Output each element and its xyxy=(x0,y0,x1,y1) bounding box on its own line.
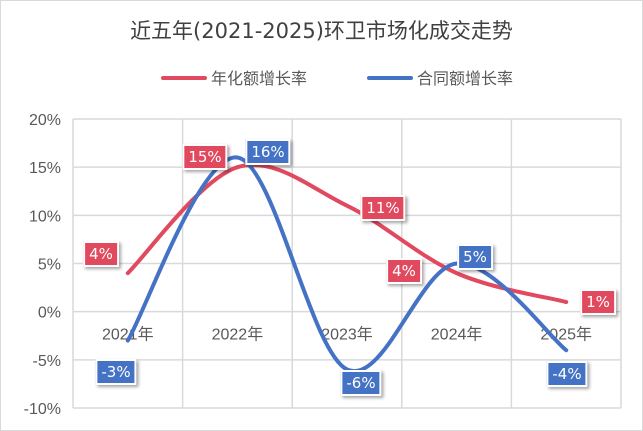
y-tick-label: 15% xyxy=(29,160,61,177)
x-tick-label: 2024年 xyxy=(431,326,483,344)
legend-label: 年化额增长率 xyxy=(211,69,307,88)
data-label: 11% xyxy=(360,195,406,221)
data-label: -4% xyxy=(546,361,588,387)
data-label: 4% xyxy=(83,241,119,267)
y-tick-label: 0% xyxy=(38,305,61,322)
data-label: 1% xyxy=(580,289,616,315)
y-tick-label: 10% xyxy=(29,208,61,225)
data-label: -6% xyxy=(340,370,382,396)
data-label: 16% xyxy=(245,139,291,165)
x-tick-label: 2022年 xyxy=(212,326,264,344)
y-tick-label: -5% xyxy=(33,353,61,370)
legend-label: 合同额增长率 xyxy=(417,69,513,88)
x-tick-label: 2021年 xyxy=(102,326,154,344)
chart-title: 近五年(2021-2025)环卫市场化成交走势 xyxy=(130,19,513,43)
y-tick-label: 5% xyxy=(38,257,61,274)
data-label: 15% xyxy=(182,144,228,170)
y-tick-label: -10% xyxy=(24,401,61,418)
data-label: 5% xyxy=(457,244,493,270)
y-tick-label: 20% xyxy=(29,112,61,129)
data-label: 4% xyxy=(386,258,422,284)
x-tick-label: 2023年 xyxy=(321,326,373,344)
data-label: -3% xyxy=(95,359,137,385)
